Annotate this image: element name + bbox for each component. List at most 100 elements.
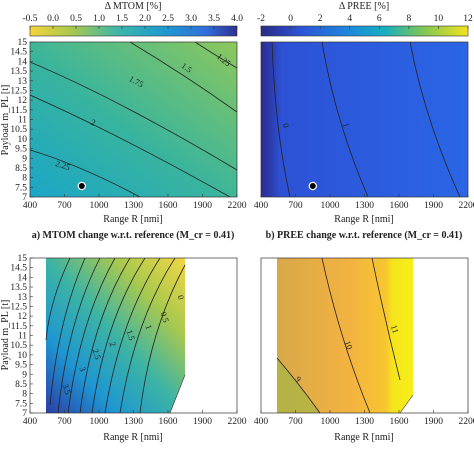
colorbar-tick-label: 0.5: [70, 14, 82, 24]
x-tick-label: 1300: [355, 201, 374, 211]
y-tick-label: 9.5: [15, 361, 27, 371]
colorbar-tick-label: 0.0: [47, 14, 59, 24]
y-tick-label: 11: [18, 332, 27, 342]
contour-label: 1: [340, 122, 351, 129]
x-tick-label: 400: [23, 201, 38, 211]
x-tick-label: 400: [254, 201, 269, 211]
y-tick-label: 12.5: [10, 86, 27, 96]
contour-line: [79, 258, 131, 413]
contour-label: 11: [389, 324, 401, 335]
contour-label: 2: [107, 341, 118, 348]
y-tick-label: 7: [22, 193, 27, 203]
x-tick-label: 2200: [228, 417, 247, 427]
panel-c-xlabel: Range R [nmi]: [103, 432, 162, 443]
contour-line: [57, 258, 101, 413]
colorbar-mtom-title: Δ MTOM [%]: [105, 1, 162, 12]
contour-label: 3.5: [60, 382, 73, 395]
x-tick-label: 1600: [159, 201, 178, 211]
contour-label: 2.25: [54, 158, 71, 172]
y-tick-label: 14.5: [10, 264, 27, 274]
y-tick-label: 7.5: [15, 399, 27, 409]
y-tick-label: 12: [18, 96, 28, 106]
panel-d-infeasible-cut: [399, 394, 414, 413]
x-tick-label: 1600: [390, 417, 409, 427]
panel-c-x-ticks: 400 700 1000 1300 1600 1900 2200: [23, 410, 247, 427]
contour-line: [30, 149, 141, 197]
contour-line: [139, 264, 186, 413]
panel-b: 0 1 400 700 1000 1300 1600 1900 2200 Range R […: [254, 41, 474, 241]
y-tick-label: 14: [18, 57, 28, 67]
panel-a-x-ticks: 400 700 1000 1300 1600 1900 2200: [23, 194, 247, 211]
y-tick-label: 13: [18, 77, 28, 87]
y-tick-label: 15: [18, 38, 28, 48]
contour-line: [129, 42, 237, 113]
x-tick-label: 2200: [228, 201, 247, 211]
panel-c: 0 0.5 1 1.5 2 2.5 3 3.5 400 700 1000 1300 16…: [0, 254, 247, 443]
x-tick-label: 1000: [321, 201, 340, 211]
contour-line: [67, 258, 116, 413]
x-tick-label: 2200: [459, 201, 474, 211]
x-tick-label: 1300: [355, 417, 374, 427]
x-tick-label: 1900: [424, 417, 443, 427]
panel-a-ylabel: Payload m_PL [t]: [0, 85, 11, 156]
colorbar-tick-label: 1.0: [93, 14, 105, 24]
colorbar-tick-label: 1.5: [116, 14, 128, 24]
contour-line: [321, 258, 371, 413]
y-tick-label: 12.5: [10, 302, 27, 312]
panel-a-field: [30, 42, 237, 197]
panel-d-field: [277, 258, 413, 413]
panel-d-xlabel: Range R [nmi]: [334, 432, 393, 443]
contour-line: [91, 258, 146, 413]
contour-label: 10: [343, 339, 355, 350]
panel-b-contour-labels: 0 1: [281, 122, 352, 129]
panel-b-x-ticks: 400 700 1000 1300 1600 1900 2200: [254, 194, 474, 211]
panel-a-xlabel: Range R [nmi]: [103, 214, 162, 225]
colorbar-tick-label: -0.5: [22, 14, 37, 24]
contour-label: 0.5: [158, 310, 171, 323]
y-tick-label: 10: [18, 135, 28, 145]
panel-b-xlabel: Range R [nmi]: [334, 214, 393, 225]
contour-line: [271, 42, 291, 197]
y-tick-label: 13: [18, 293, 28, 303]
panel-d-contours: [276, 258, 401, 413]
contour-line: [371, 258, 401, 381]
x-tick-label: 400: [254, 417, 269, 427]
contour-label: 2.5: [90, 347, 103, 360]
contour-label: 1.5: [180, 60, 194, 74]
y-tick-label: 7.5: [15, 183, 27, 193]
contour-line: [45, 258, 71, 341]
colorbar-tick-label: 12: [463, 14, 473, 24]
contour-line: [104, 258, 161, 413]
y-tick-label: 15: [18, 254, 28, 264]
x-tick-label: 2200: [459, 417, 474, 427]
y-tick-label: 8: [22, 390, 27, 400]
colorbar-pree: Δ PREE [%] -2 0 2 4 6 8 10 12: [257, 1, 473, 37]
panel-c-field: [46, 258, 185, 413]
y-tick-label: 14.5: [10, 48, 27, 58]
x-tick-label: 1000: [321, 417, 340, 427]
x-tick-label: 1600: [159, 417, 178, 427]
y-tick-label: 8.5: [15, 380, 27, 390]
contour-line: [276, 357, 321, 413]
contour-line: [49, 258, 86, 406]
y-tick-label: 9: [22, 154, 27, 164]
panel-a-y-ticks: 77.588.599.51010.51111.51212.51313.51414…: [10, 38, 33, 203]
x-tick-label: 1600: [390, 201, 409, 211]
y-tick-label: 13.5: [10, 67, 27, 77]
colorbar-tick-label: 6: [377, 14, 382, 24]
reference-marker: [77, 181, 87, 191]
x-tick-label: 1300: [124, 417, 143, 427]
colorbar-tick-label: 3.5: [208, 14, 220, 24]
colorbar-pree-title: Δ PREE [%]: [339, 1, 389, 12]
y-tick-label: 11.5: [11, 106, 28, 116]
panel-c-infeasible-cut: [169, 374, 186, 413]
colorbar-tick-label: 2.0: [139, 14, 151, 24]
colorbar-tick-label: 3.0: [185, 14, 197, 24]
panel-d-contour-labels: 9 10 11: [293, 324, 401, 384]
contour-line: [30, 94, 231, 197]
colorbar-pree-bar: [260, 25, 469, 37]
x-tick-label: 700: [57, 201, 72, 211]
x-tick-label: 700: [288, 417, 303, 427]
x-tick-label: 700: [57, 417, 72, 427]
